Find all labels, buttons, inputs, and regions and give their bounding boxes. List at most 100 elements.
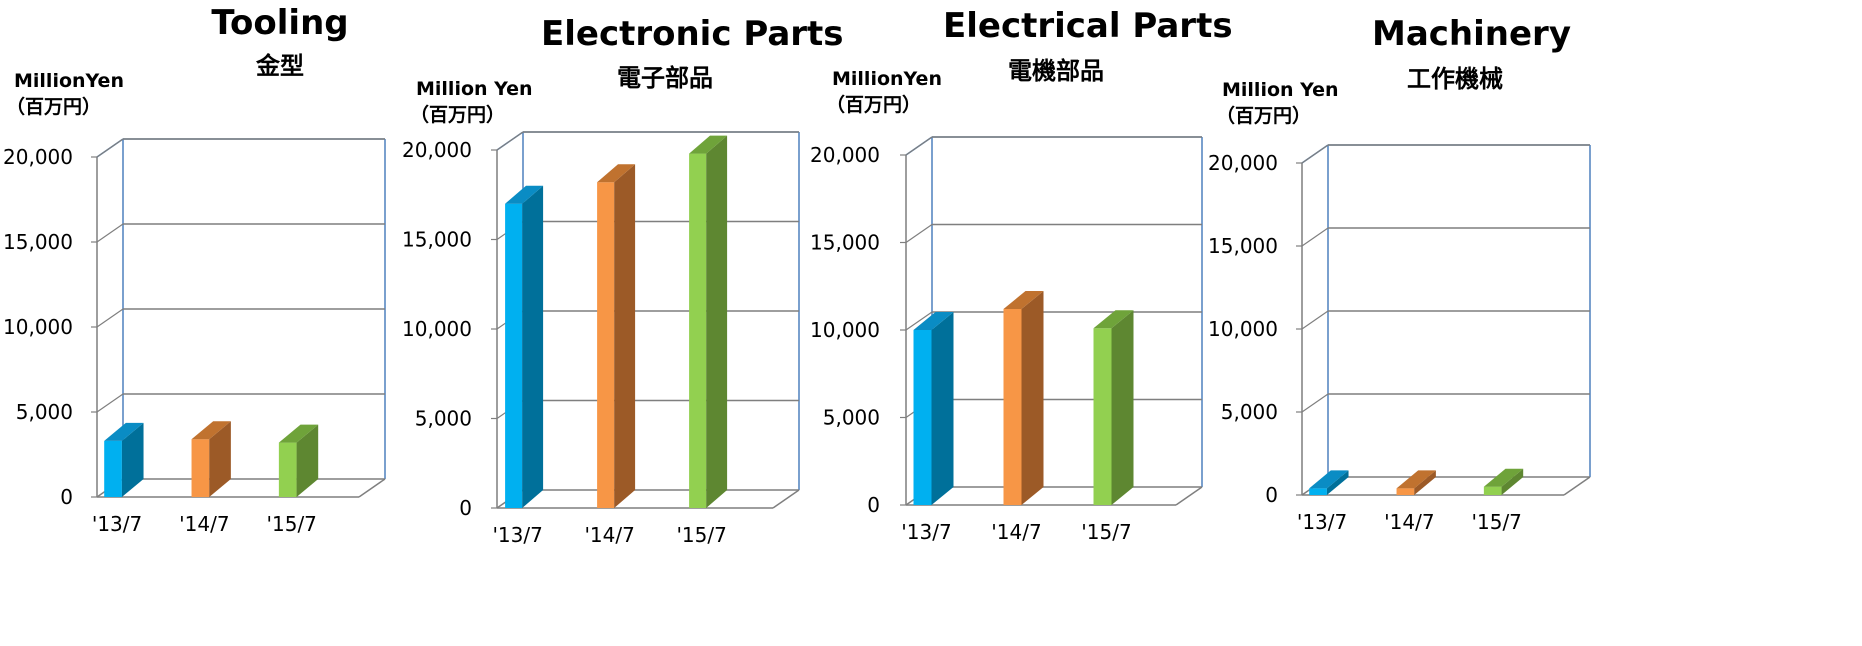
chart-subtitle: 工作機械 [1407, 65, 1503, 93]
unit-label-line1: Million Yen [416, 78, 533, 100]
electronic-parts-plot: 0 5,000 10,000 15,000 20,000 '13/7 '14/7 '15/7 [402, 131, 800, 547]
bar-front [104, 440, 122, 497]
bar-top [1396, 470, 1436, 489]
x-tick-label: '14/7 [584, 523, 634, 547]
x-tick-label: '14/7 [1384, 510, 1434, 534]
y-tick-label: 10,000 [3, 315, 73, 339]
electronic-parts-panel: Electronic Parts 電子部品 Million Yen （百万円） … [0, 0, 844, 646]
bar [597, 164, 636, 508]
x-tick-label: '13/7 [1297, 510, 1347, 534]
bar-top [1309, 470, 1349, 489]
bar-side [1326, 470, 1349, 495]
bar-side [1111, 310, 1134, 505]
bar-side [614, 164, 636, 508]
chart-subtitle: 電子部品 [617, 64, 713, 92]
y-tick-label: 10,000 [402, 317, 472, 341]
bar-side [209, 421, 231, 497]
unit-label-line1: MillionYen [14, 70, 124, 92]
bar-side [706, 135, 728, 508]
bar [1396, 470, 1436, 495]
x-tick-label: '13/7 [92, 512, 142, 536]
gridline-side [1301, 393, 1329, 413]
bar-side [522, 185, 544, 508]
floor-right-edge [772, 489, 800, 509]
electrical-parts-plot: 0 5,000 10,000 15,000 20,000 '13/7 '14/7 '15/7 [810, 136, 1203, 544]
bar-side [1021, 291, 1044, 505]
bar [104, 422, 144, 497]
bar [1483, 468, 1524, 495]
bar-top [505, 185, 544, 204]
x-tick-label: '15/7 [1472, 510, 1522, 534]
gridline-side [905, 224, 933, 243]
bar-side [121, 422, 144, 497]
y-tick-label: 15,000 [402, 228, 472, 252]
y-tick-label: 0 [60, 485, 73, 509]
bar-top [689, 135, 728, 154]
floor-right-edge [1175, 486, 1203, 506]
gridline-side [96, 223, 124, 243]
x-tick-label: '15/7 [1081, 520, 1131, 544]
bar-top [104, 422, 144, 441]
y-tick-label: 5,000 [1221, 400, 1278, 424]
bar [191, 421, 231, 497]
bar [913, 312, 954, 505]
bar [689, 135, 728, 508]
plot-frame [1301, 144, 1591, 496]
bar-top [1483, 468, 1524, 487]
bar [505, 185, 544, 508]
gridline-side [905, 136, 933, 156]
unit-label-line2: （百万円） [826, 94, 922, 116]
bar [1093, 310, 1134, 505]
gridline-side [96, 393, 124, 413]
x-tick-label: '14/7 [179, 512, 229, 536]
bar-side [1414, 470, 1436, 495]
y-tick-label: 15,000 [3, 230, 73, 254]
y-tick-label: 10,000 [1208, 317, 1278, 341]
bar [1309, 470, 1349, 495]
bar-front [191, 439, 210, 497]
bar-top [1003, 291, 1044, 309]
bar-side [931, 312, 954, 505]
bar-front [1483, 486, 1502, 495]
bar-top [913, 312, 954, 330]
y-tick-label: 20,000 [402, 138, 472, 162]
chart-subtitle: 電機部品 [1008, 57, 1104, 85]
y-tick-label: 5,000 [823, 406, 880, 430]
y-tick-label: 5,000 [16, 400, 73, 424]
bar [1003, 291, 1044, 505]
bar-front [1309, 488, 1327, 495]
unit-label-line1: Million Yen [1222, 79, 1339, 101]
chart-subtitle: 金型 [256, 52, 304, 80]
gridline-side [96, 138, 124, 158]
bar-side [1501, 468, 1524, 495]
bar-front [278, 442, 297, 497]
gridline-side [1301, 227, 1329, 247]
gridline-side [496, 131, 524, 151]
x-tick-label: '14/7 [991, 520, 1041, 544]
gridline-side [96, 308, 124, 328]
bar-front [913, 330, 932, 505]
x-tick-label: '13/7 [901, 520, 951, 544]
unit-label-line2: （百万円） [6, 96, 102, 118]
x-tick-label: '15/7 [267, 512, 317, 536]
y-tick-label: 0 [867, 493, 880, 517]
floor-right-edge [358, 478, 386, 498]
x-tick-label: '15/7 [676, 523, 726, 547]
tooling-panel: Tooling 金型 MillionYen （百万円） 0 5,000 10,000… [0, 0, 420, 646]
floor-right-edge [1563, 476, 1591, 496]
unit-label-line1: MillionYen [832, 68, 942, 90]
bar [278, 424, 319, 497]
gridline-side [1301, 310, 1329, 330]
bar-front [597, 182, 615, 508]
unit-label-line2: （百万円） [410, 104, 506, 126]
y-tick-label: 20,000 [3, 145, 73, 169]
gridline-side [1301, 144, 1329, 164]
y-tick-label: 20,000 [1208, 151, 1278, 175]
electrical-parts-panel: Electrical Parts 電機部品 MillionYen （百万円） 0… [810, 6, 1233, 544]
tooling-plot: 0 5,000 10,000 15,000 20,000 '13/7 '14/7 '15/7 [3, 138, 386, 536]
y-tick-label: 0 [1265, 483, 1278, 507]
chart-title: Tooling [211, 3, 349, 43]
